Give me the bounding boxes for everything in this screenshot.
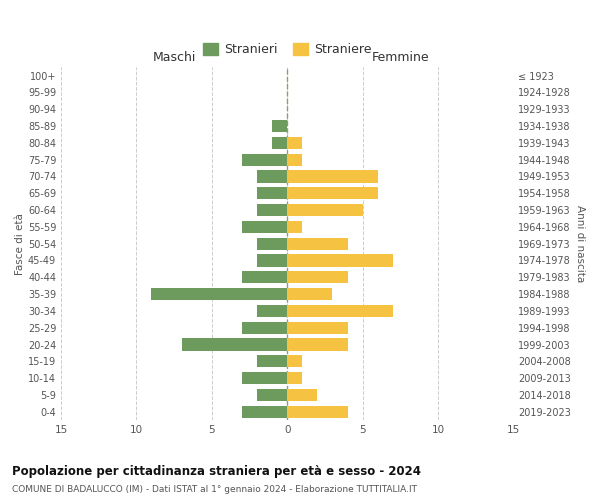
Bar [242, 406, 287, 418]
Bar [257, 254, 287, 266]
Bar [182, 338, 287, 350]
Bar [287, 204, 362, 216]
Y-axis label: Anni di nascita: Anni di nascita [575, 205, 585, 282]
Bar [287, 154, 302, 166]
Text: Popolazione per cittadinanza straniera per età e sesso - 2024: Popolazione per cittadinanza straniera p… [12, 465, 421, 478]
Bar [287, 238, 347, 250]
Bar [272, 137, 287, 149]
Bar [257, 389, 287, 401]
Bar [287, 356, 302, 368]
Bar [287, 254, 393, 266]
Bar [242, 154, 287, 166]
Bar [287, 389, 317, 401]
Text: Maschi: Maschi [152, 51, 196, 64]
Bar [287, 288, 332, 300]
Bar [257, 170, 287, 182]
Bar [151, 288, 287, 300]
Bar [287, 372, 302, 384]
Bar [287, 137, 302, 149]
Bar [287, 187, 377, 200]
Bar [287, 170, 377, 182]
Text: Femmine: Femmine [371, 51, 429, 64]
Bar [287, 272, 347, 283]
Legend: Stranieri, Straniere: Stranieri, Straniere [198, 38, 376, 61]
Bar [287, 406, 347, 418]
Bar [242, 372, 287, 384]
Bar [287, 322, 347, 334]
Bar [257, 305, 287, 317]
Bar [257, 204, 287, 216]
Bar [257, 356, 287, 368]
Bar [272, 120, 287, 132]
Bar [242, 322, 287, 334]
Bar [287, 305, 393, 317]
Bar [242, 221, 287, 233]
Text: COMUNE DI BADALUCCO (IM) - Dati ISTAT al 1° gennaio 2024 - Elaborazione TUTTITAL: COMUNE DI BADALUCCO (IM) - Dati ISTAT al… [12, 485, 417, 494]
Bar [287, 338, 347, 350]
Bar [287, 221, 302, 233]
Bar [257, 187, 287, 200]
Bar [242, 272, 287, 283]
Bar [257, 238, 287, 250]
Y-axis label: Fasce di età: Fasce di età [15, 213, 25, 274]
